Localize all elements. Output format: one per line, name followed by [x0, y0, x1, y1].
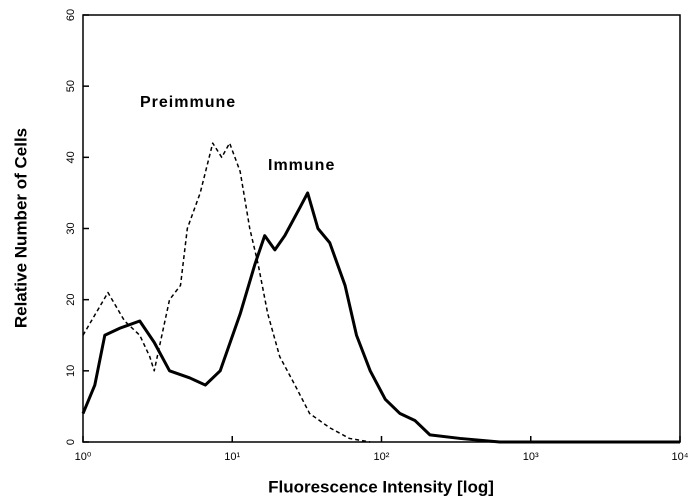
plot-frame [82, 14, 681, 443]
series-line [81, 191, 680, 444]
y-tick-label: 20 [65, 294, 77, 306]
y-tick-label: 50 [65, 80, 77, 92]
x-tick-label: 10⁰ [75, 451, 92, 463]
x-axis-title: Fluorescence Intensity [log] [268, 477, 494, 496]
x-tick-label: 10⁴ [672, 451, 689, 463]
y-axis-title: Relative Number of Cells [11, 128, 30, 328]
x-tick-label: 10² [374, 451, 390, 463]
y-tick-label: 0 [65, 439, 77, 445]
y-tick-label: 10 [65, 365, 77, 377]
y-tick-label: 30 [65, 222, 77, 234]
annotation: Immune [268, 157, 335, 174]
x-tick-label: 10¹ [224, 451, 240, 463]
series-line [82, 142, 371, 443]
annotation: Preimmune [140, 94, 236, 111]
x-tick-label: 10³ [523, 451, 539, 463]
y-tick-label: 40 [65, 151, 77, 163]
y-tick-label: 60 [65, 9, 77, 21]
